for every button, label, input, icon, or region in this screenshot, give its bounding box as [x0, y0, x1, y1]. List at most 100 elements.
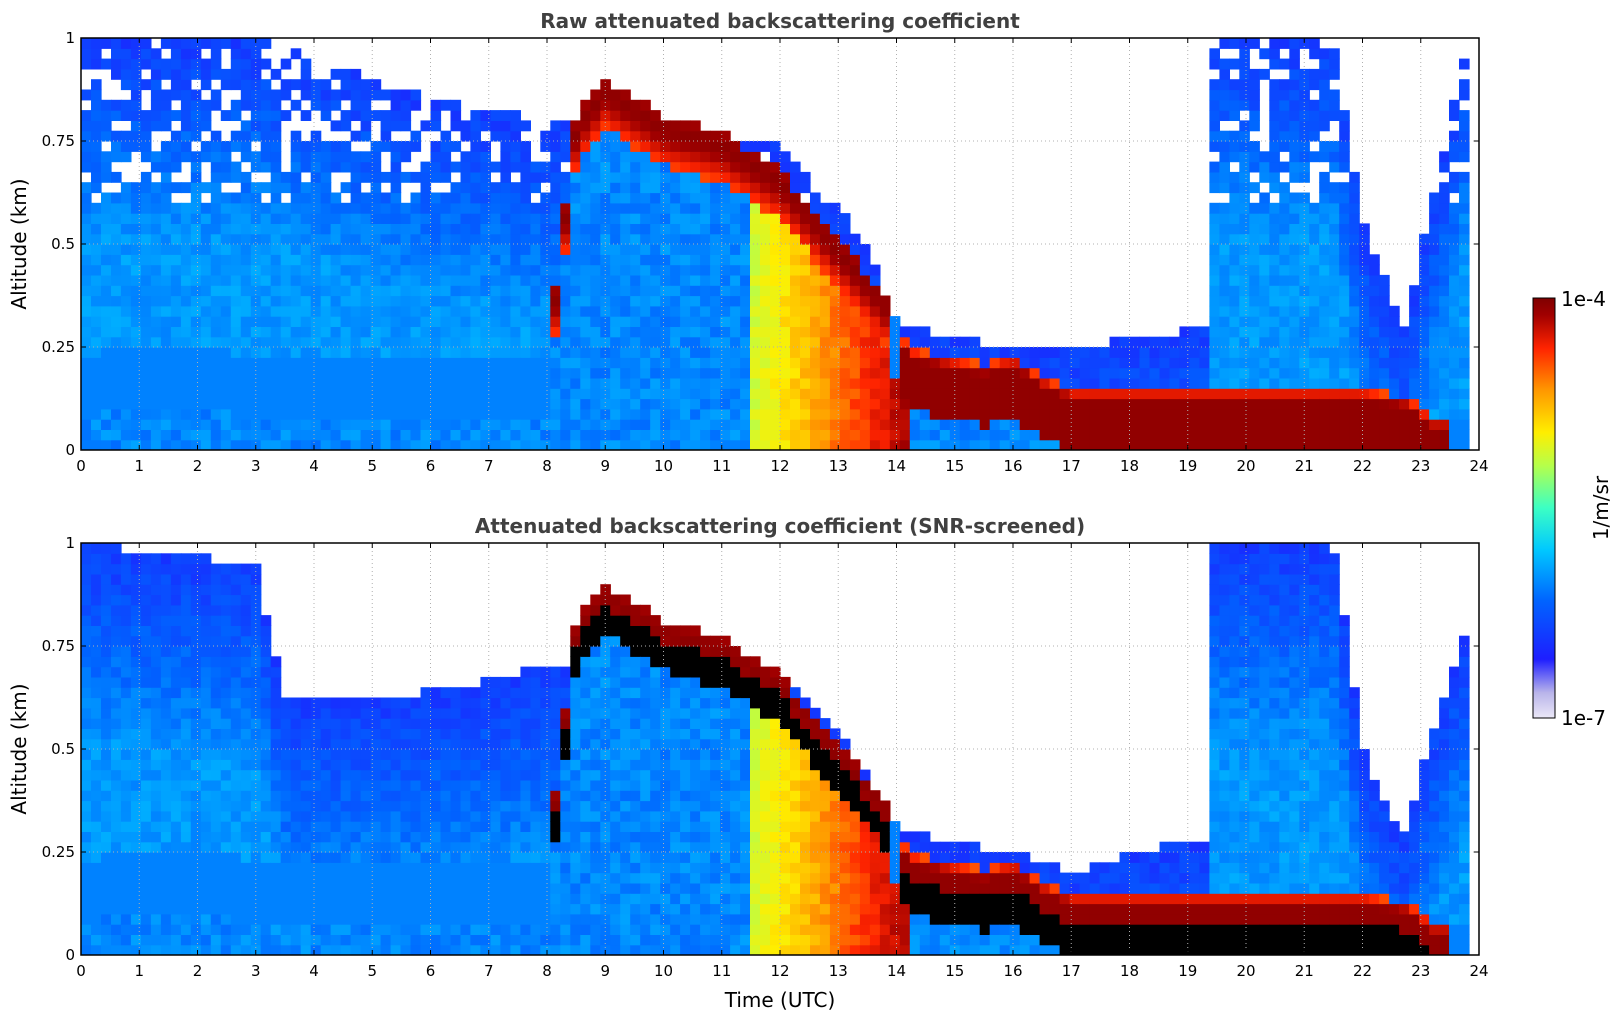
- heatmap-cell: [710, 347, 721, 358]
- heatmap-cell: [200, 357, 212, 369]
- heatmap-cell: [480, 419, 491, 430]
- heatmap-cell: [1309, 367, 1320, 379]
- heatmap-cell: [829, 419, 841, 430]
- heatmap-cell: [190, 646, 202, 657]
- heatmap-cell: [1289, 367, 1300, 379]
- heatmap-cell: [250, 697, 262, 709]
- heatmap-cell: [300, 924, 312, 935]
- heatmap-cell: [250, 882, 262, 894]
- heatmap-cell: [540, 326, 551, 338]
- heatmap-cell: [1459, 439, 1470, 450]
- heatmap-cell: [160, 99, 172, 111]
- heatmap-cell: [819, 233, 831, 245]
- heatmap-cell: [1249, 429, 1260, 441]
- heatmap-cell: [340, 244, 352, 255]
- heatmap-cell: [300, 254, 312, 266]
- heatmap-cell: [1309, 285, 1320, 297]
- heatmap-cell: [340, 254, 352, 266]
- heatmap-cell: [919, 367, 931, 379]
- heatmap-cell: [1459, 151, 1470, 163]
- x-tick-label: 20: [1236, 457, 1255, 475]
- heatmap-cell: [1289, 347, 1300, 358]
- heatmap-cell: [400, 347, 412, 358]
- heatmap-cell: [670, 192, 681, 204]
- heatmap-cell: [680, 202, 691, 214]
- heatmap-cell: [760, 388, 771, 400]
- heatmap-cell: [340, 388, 352, 400]
- heatmap-cell: [270, 903, 282, 915]
- heatmap-cell: [560, 439, 571, 450]
- heatmap-cell: [240, 697, 252, 709]
- heatmap-cell: [1369, 439, 1380, 450]
- heatmap-cell: [380, 759, 392, 771]
- heatmap-cell: [350, 779, 362, 791]
- heatmap-cell: [740, 151, 751, 163]
- heatmap-cell: [720, 213, 731, 224]
- heatmap-cell: [660, 182, 671, 194]
- heatmap-cell: [81, 779, 92, 791]
- heatmap-cell: [1179, 367, 1190, 379]
- heatmap-cell: [1219, 99, 1230, 111]
- heatmap-cell: [270, 99, 282, 111]
- heatmap-cell: [190, 944, 202, 955]
- heatmap-cell: [350, 831, 362, 843]
- heatmap-cell: [400, 99, 412, 111]
- heatmap-cell: [1459, 274, 1470, 286]
- heatmap-cell: [1369, 419, 1380, 430]
- heatmap-cell: [550, 357, 561, 369]
- heatmap-cell: [630, 347, 641, 358]
- heatmap-cell: [620, 285, 631, 297]
- heatmap-cell: [670, 367, 681, 379]
- heatmap-cell: [1319, 48, 1330, 60]
- heatmap-cell: [180, 810, 192, 822]
- heatmap-cell: [180, 120, 192, 132]
- heatmap-cell: [140, 151, 152, 163]
- heatmap-cell: [290, 233, 302, 245]
- heatmap-cell: [390, 707, 402, 719]
- heatmap-cell: [1349, 347, 1360, 358]
- heatmap-cell: [210, 357, 222, 369]
- heatmap-cell: [770, 161, 781, 173]
- heatmap-cell: [470, 120, 481, 132]
- heatmap-cell: [290, 800, 302, 812]
- heatmap-cell: [200, 388, 212, 400]
- heatmap-cell: [270, 244, 282, 255]
- heatmap-cell: [690, 408, 701, 420]
- heatmap-cell: [1359, 244, 1370, 255]
- heatmap-cell: [1459, 295, 1470, 307]
- heatmap-cell: [440, 944, 452, 955]
- heatmap-cell: [780, 161, 791, 173]
- heatmap-cell: [250, 182, 262, 194]
- heatmap-cell: [1449, 285, 1460, 297]
- heatmap-cell: [260, 151, 272, 163]
- heatmap-cell: [1089, 408, 1101, 420]
- heatmap-cell: [280, 924, 292, 935]
- heatmap-cell: [240, 79, 252, 91]
- heatmap-cell: [959, 429, 971, 441]
- heatmap-cell: [210, 831, 222, 843]
- heatmap-cell: [220, 728, 232, 740]
- heatmap-cell: [111, 738, 122, 750]
- heatmap-cell: [530, 244, 541, 255]
- heatmap-cell: [140, 646, 152, 657]
- heatmap-cell: [1419, 326, 1430, 338]
- heatmap-cell: [160, 244, 172, 255]
- heatmap-cell: [350, 398, 362, 410]
- heatmap-cell: [330, 223, 342, 235]
- heatmap-cell: [250, 656, 262, 668]
- heatmap-cell: [1269, 408, 1280, 420]
- heatmap-cell: [210, 656, 222, 668]
- heatmap-cell: [220, 38, 232, 49]
- heatmap-cell: [81, 872, 92, 884]
- heatmap-cell: [1129, 347, 1141, 358]
- heatmap-cell: [560, 419, 571, 430]
- heatmap-cell: [140, 274, 152, 286]
- heatmap-cell: [1199, 377, 1210, 389]
- heatmap-cell: [91, 573, 102, 585]
- heatmap-cell: [130, 903, 142, 915]
- heatmap-cell: [660, 295, 671, 307]
- heatmap-cell: [400, 151, 412, 163]
- heatmap-cell: [1259, 357, 1270, 369]
- heatmap-cell: [120, 336, 132, 348]
- heatmap-cell: [1429, 223, 1440, 235]
